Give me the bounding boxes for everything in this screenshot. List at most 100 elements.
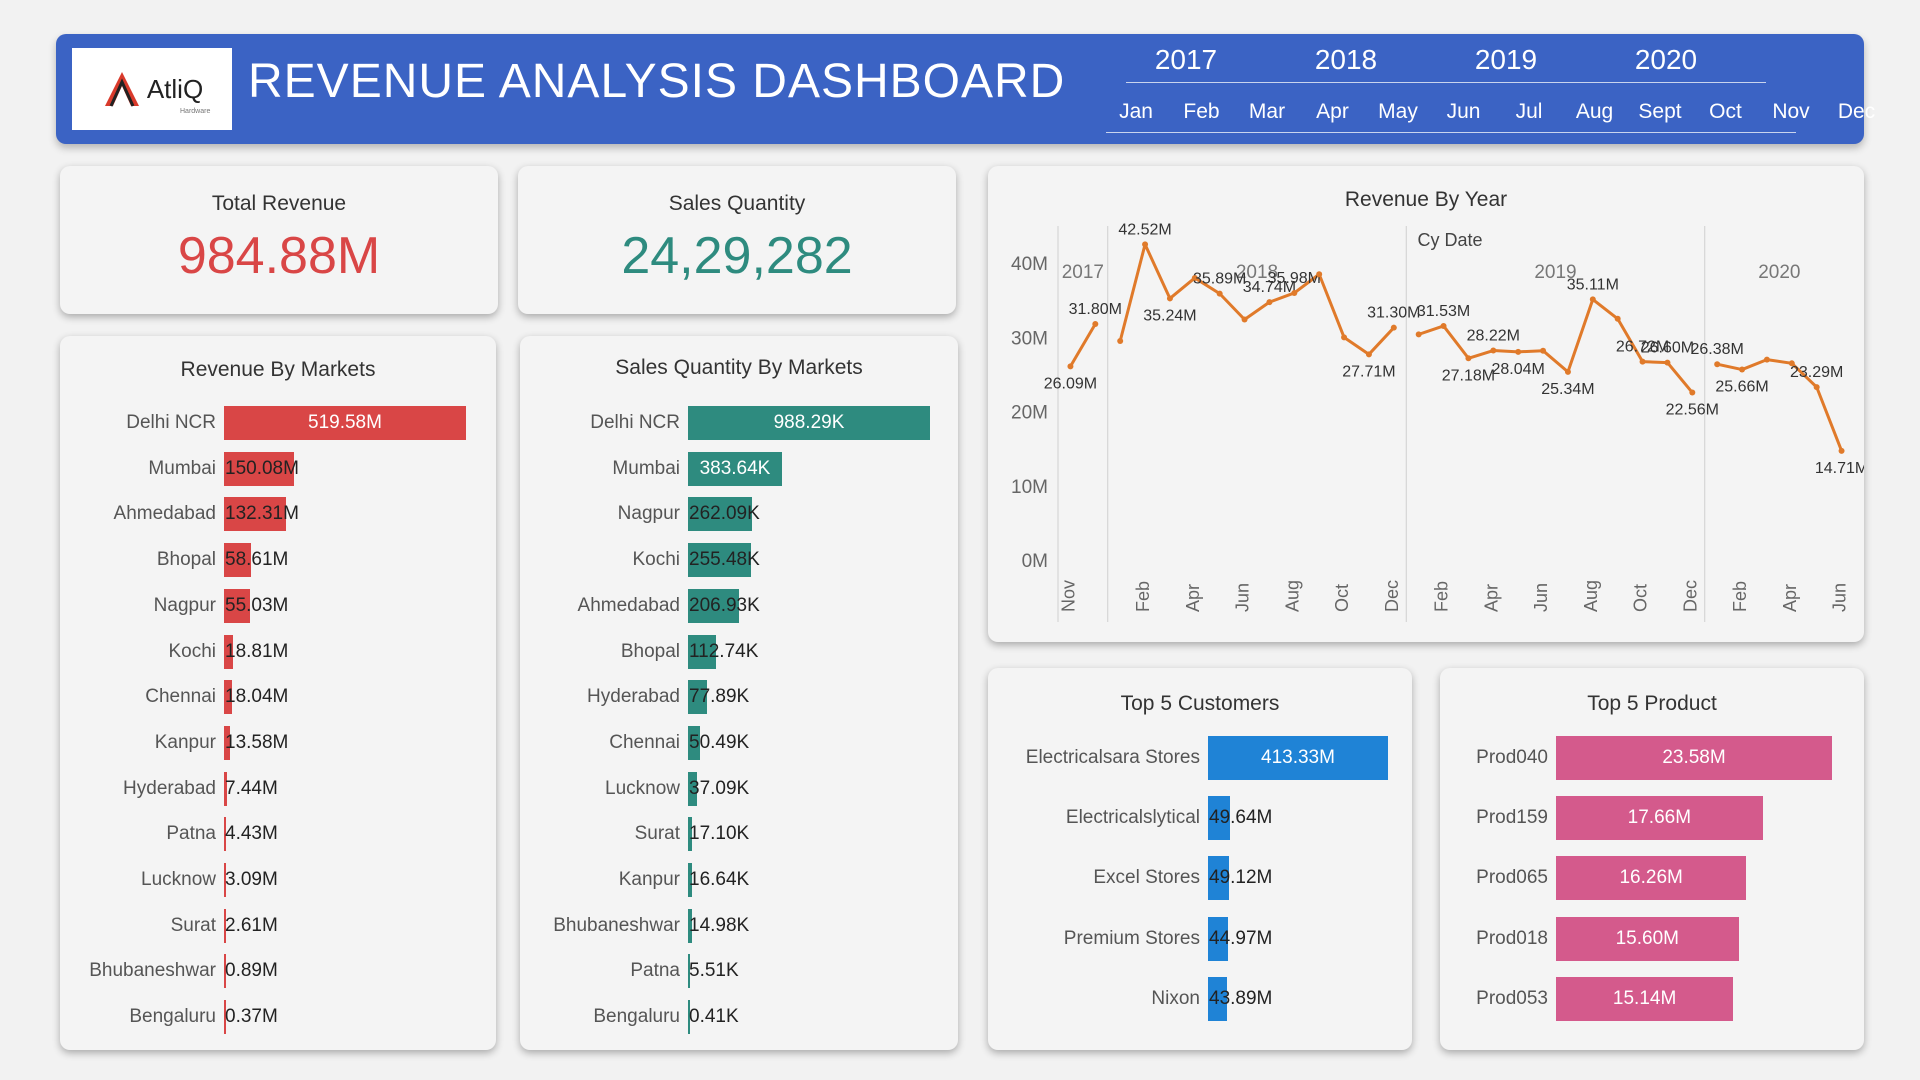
- revenue-point[interactable]: [1142, 241, 1149, 248]
- revenue-point[interactable]: [1813, 384, 1820, 391]
- bar[interactable]: [688, 817, 693, 852]
- revenue-point[interactable]: [1241, 316, 1248, 323]
- revenue-point[interactable]: [1614, 315, 1621, 322]
- bar[interactable]: [688, 588, 739, 623]
- data-label: 35.11M: [1567, 276, 1619, 293]
- logo: AtliQ Hardware: [72, 48, 232, 130]
- revenue-by-markets-row: Kanpur 13.58M: [60, 725, 496, 760]
- bar[interactable]: [224, 817, 227, 852]
- bar[interactable]: [1556, 856, 1747, 901]
- bar[interactable]: [688, 1000, 690, 1035]
- bar[interactable]: [224, 451, 294, 486]
- revenue-point[interactable]: [1365, 351, 1372, 358]
- bar[interactable]: [224, 588, 250, 623]
- bar[interactable]: [688, 451, 782, 486]
- bar[interactable]: [688, 680, 708, 715]
- bar[interactable]: [1208, 916, 1228, 961]
- bar[interactable]: [688, 543, 751, 578]
- bar[interactable]: [688, 954, 690, 989]
- year-filter: 2017 2018 2019 2020: [1126, 44, 1766, 84]
- year-option-2017[interactable]: 2017: [1154, 44, 1218, 75]
- revenue-by-markets-row: Nagpur 55.03M: [60, 588, 496, 623]
- month-option-jun[interactable]: Jun: [1446, 100, 1481, 123]
- revenue-point[interactable]: [1639, 358, 1646, 365]
- bar[interactable]: [224, 406, 466, 440]
- bar[interactable]: [688, 634, 716, 669]
- revenue-point[interactable]: [1689, 389, 1696, 396]
- bar[interactable]: [1556, 976, 1734, 1021]
- revenue-point[interactable]: [1540, 347, 1547, 354]
- bar-label: Kanpur: [618, 869, 680, 890]
- revenue-point[interactable]: [1564, 368, 1571, 375]
- month-option-oct[interactable]: Oct: [1709, 100, 1742, 123]
- data-label: 14.71M: [1815, 460, 1864, 477]
- bar[interactable]: [224, 634, 233, 669]
- revenue-point[interactable]: [1415, 331, 1422, 338]
- bar[interactable]: [1208, 736, 1388, 780]
- revenue-point[interactable]: [1440, 322, 1447, 329]
- revenue-point[interactable]: [1390, 324, 1397, 331]
- revenue-by-year-card: Revenue By Year Cy Date 2017 2018 2019 2020 0M…: [988, 166, 1868, 642]
- bar[interactable]: [688, 725, 701, 760]
- year-option-2018[interactable]: 2018: [1314, 44, 1378, 75]
- bar[interactable]: [688, 771, 698, 806]
- revenue-point[interactable]: [1266, 299, 1273, 306]
- revenue-point[interactable]: [1117, 338, 1124, 345]
- month-option-mar[interactable]: Mar: [1248, 100, 1286, 123]
- bar[interactable]: [1208, 976, 1228, 1021]
- bar-value-label: 5.51K: [689, 960, 739, 982]
- month-option-may[interactable]: May: [1378, 100, 1418, 123]
- revenue-point[interactable]: [1515, 348, 1522, 355]
- bar[interactable]: [224, 908, 226, 943]
- revenue-point[interactable]: [1838, 447, 1845, 454]
- bar[interactable]: [688, 497, 753, 532]
- x-tick-label: Nov: [1058, 580, 1078, 612]
- bar[interactable]: [224, 771, 228, 806]
- revenue-point[interactable]: [1316, 271, 1323, 278]
- revenue-point[interactable]: [1664, 359, 1671, 366]
- revenue-point[interactable]: [1465, 355, 1472, 362]
- quantity-by-markets-row: Surat 17.10K: [520, 817, 958, 852]
- total-revenue-title: Total Revenue: [211, 192, 347, 215]
- bar[interactable]: [688, 908, 692, 943]
- revenue-point[interactable]: [1216, 290, 1223, 297]
- month-option-jul[interactable]: Jul: [1515, 100, 1543, 123]
- revenue-point[interactable]: [1788, 360, 1795, 367]
- month-option-nov[interactable]: Nov: [1772, 100, 1810, 123]
- bar[interactable]: [1208, 796, 1230, 841]
- revenue-point[interactable]: [1166, 295, 1173, 302]
- bar[interactable]: [224, 725, 231, 760]
- bar[interactable]: [224, 863, 226, 897]
- year-option-2019[interactable]: 2019: [1474, 44, 1538, 75]
- bar[interactable]: [688, 406, 930, 440]
- bar[interactable]: [224, 954, 226, 989]
- revenue-point[interactable]: [1589, 296, 1596, 303]
- bar[interactable]: [688, 863, 693, 897]
- revenue-point[interactable]: [1714, 361, 1721, 368]
- month-option-apr[interactable]: Apr: [1316, 100, 1349, 123]
- bar[interactable]: [224, 1000, 226, 1035]
- year-option-2020[interactable]: 2020: [1634, 44, 1698, 75]
- revenue-point[interactable]: [1341, 334, 1348, 341]
- bar[interactable]: [1556, 736, 1832, 780]
- bar[interactable]: [1208, 856, 1230, 901]
- bar[interactable]: [1556, 796, 1763, 841]
- month-option-dec[interactable]: Dec: [1837, 100, 1876, 123]
- revenue-point[interactable]: [1291, 289, 1298, 296]
- bar[interactable]: [1556, 916, 1739, 961]
- revenue-point[interactable]: [1191, 274, 1198, 281]
- top-products-row: Prod018 15.60M: [1440, 916, 1864, 961]
- month-option-sept[interactable]: Sept: [1638, 100, 1682, 123]
- revenue-point[interactable]: [1490, 347, 1497, 354]
- bar[interactable]: [224, 543, 252, 578]
- revenue-point[interactable]: [1067, 363, 1074, 370]
- bar[interactable]: [224, 680, 233, 715]
- revenue-point[interactable]: [1763, 356, 1770, 363]
- month-option-feb[interactable]: Feb: [1183, 100, 1220, 123]
- month-option-jan[interactable]: Jan: [1119, 100, 1153, 123]
- revenue-point[interactable]: [1092, 320, 1099, 327]
- bar-value-label: 49.12M: [1209, 867, 1273, 889]
- bar[interactable]: [224, 497, 286, 532]
- month-option-aug[interactable]: Aug: [1575, 100, 1614, 123]
- revenue-point[interactable]: [1739, 366, 1746, 373]
